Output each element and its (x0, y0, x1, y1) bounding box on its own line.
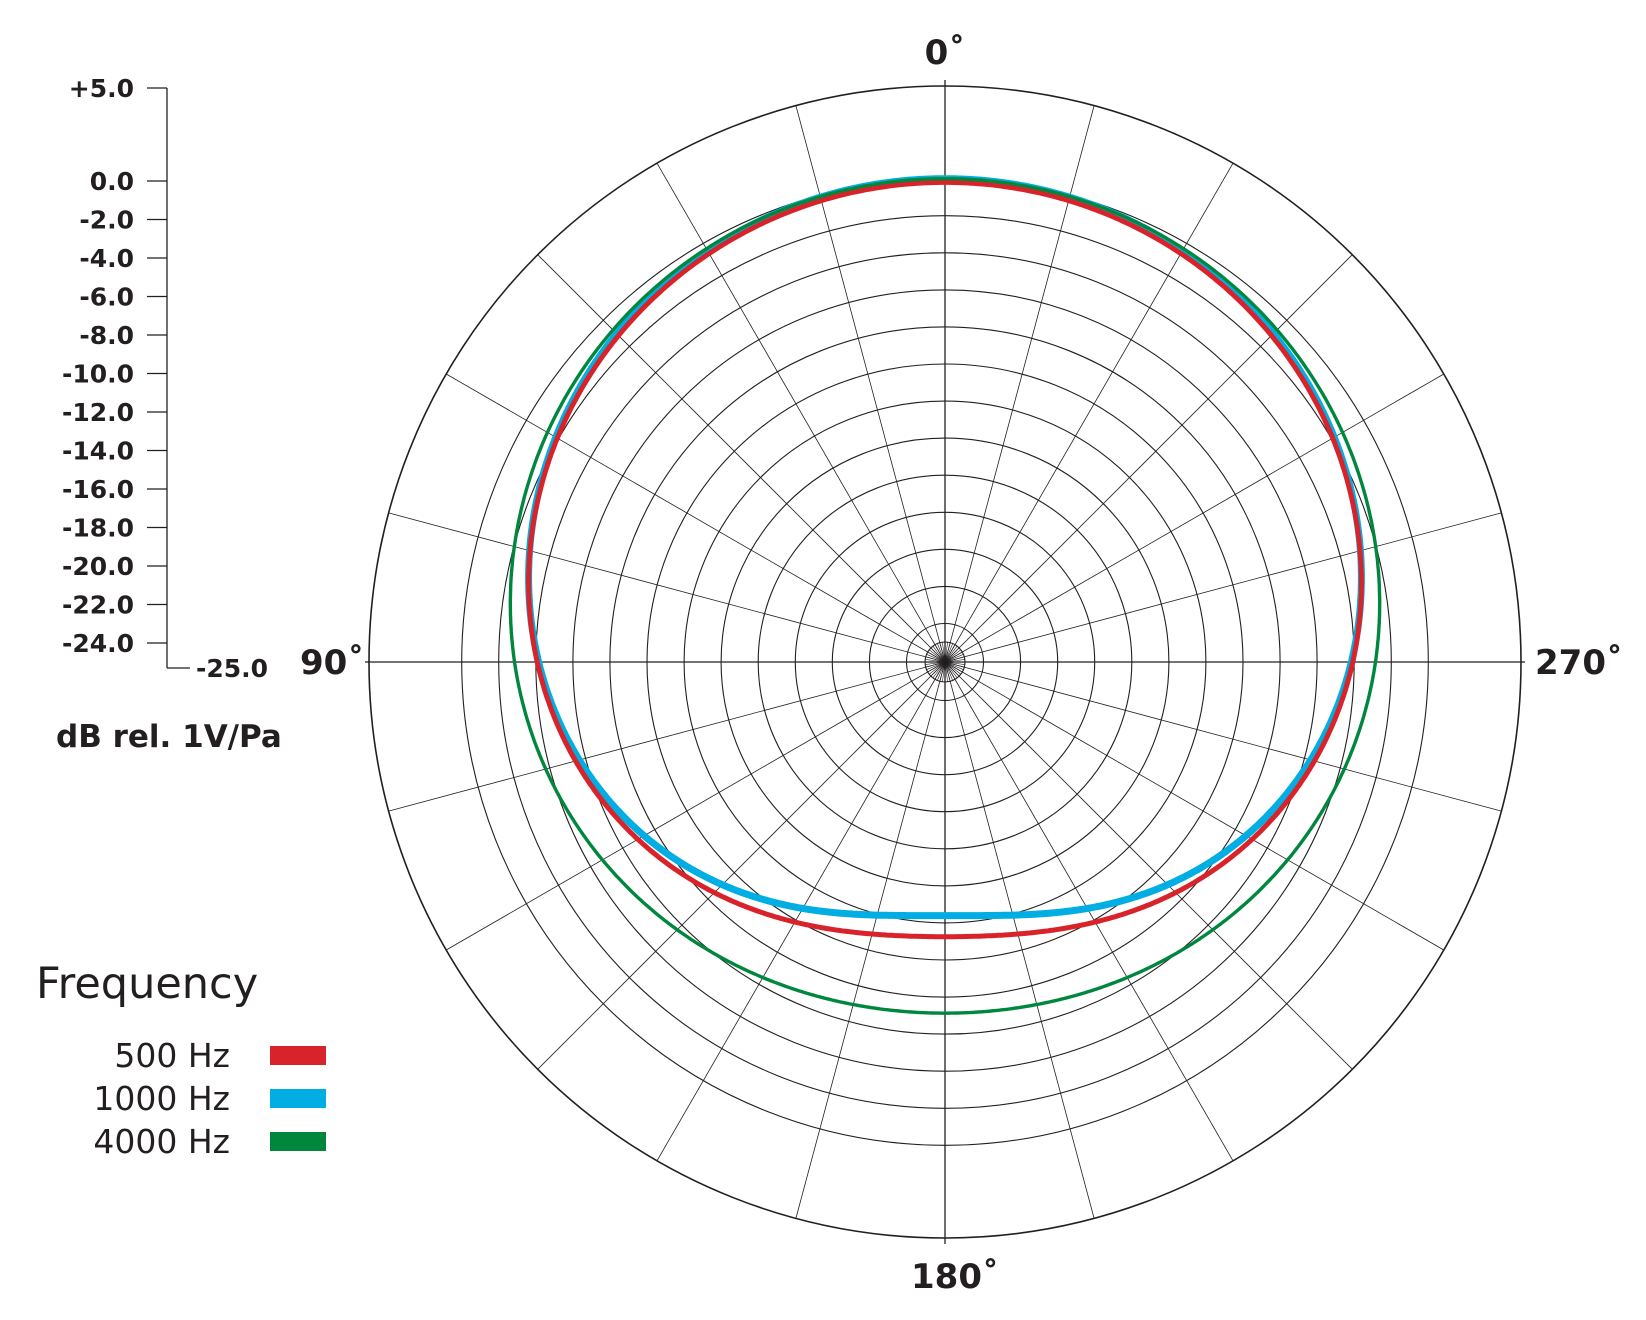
grid-spoke-hub (944, 661, 958, 679)
db-tick-label: -10.0 (62, 360, 134, 389)
grid-spoke-hub (934, 661, 946, 680)
series-line-500-hz (526, 179, 1364, 940)
grid-spoke (537, 254, 946, 663)
grid-spoke-hub (925, 661, 946, 665)
grid-spoke-hub (939, 661, 946, 682)
angle-label-0: 0˚ (925, 33, 966, 73)
grid-spoke-hub (925, 659, 946, 663)
grid-spoke-hub (944, 661, 951, 682)
grid-spoke-hub (932, 661, 946, 679)
grid-spoke-hub (944, 642, 948, 663)
grid-spoke (388, 512, 946, 663)
grid-spoke (388, 661, 946, 812)
polar-grid (365, 80, 1525, 1244)
grid-spoke-hub (930, 661, 946, 677)
grid-spoke-hub (927, 661, 946, 673)
grid-spoke-hub (944, 643, 953, 663)
db-tick-label: -12.0 (62, 398, 134, 427)
db-tick-label: -4.0 (79, 244, 134, 273)
grid-spoke-hub (944, 661, 962, 675)
grid-spoke-hub (927, 651, 946, 663)
grid-spoke (944, 162, 1234, 663)
db-tick-label: -6.0 (79, 283, 134, 312)
grid-spoke-hub (944, 649, 962, 663)
legend-swatch (270, 1132, 326, 1151)
grid-spoke (656, 162, 946, 663)
grid-spoke-hub (944, 645, 958, 663)
grid-spoke (944, 661, 1095, 1219)
db-tick-label: -2.0 (79, 206, 134, 235)
angle-label-180: 180˚ (911, 1257, 999, 1297)
grid-spoke-hub (944, 642, 951, 663)
grid-spoke-hub (944, 651, 963, 663)
legend-title: Frequency (36, 959, 258, 1009)
grid-spoke-hub (944, 656, 965, 663)
grid-spoke-hub (944, 654, 964, 663)
grid-spoke (537, 661, 946, 1070)
grid-spoke-hub (937, 643, 946, 663)
grid-spoke-hub (925, 656, 946, 663)
grid-spoke-hub (930, 647, 946, 663)
grid-spoke-hub (942, 661, 946, 682)
grid-spoke (944, 661, 1445, 951)
grid-spoke-hub (944, 644, 956, 663)
legend-swatch (270, 1089, 326, 1108)
grid-spoke-hub (944, 661, 953, 681)
db-tick-label: -20.0 (62, 552, 134, 581)
grid-spoke-hub (944, 659, 965, 663)
grid-spoke-hub (944, 661, 964, 670)
grid-spoke (944, 254, 1353, 663)
grid-spoke-hub (944, 661, 965, 665)
grid-spoke-hub (944, 661, 956, 680)
db-tick-label: -22.0 (62, 591, 134, 620)
legend-swatch (270, 1046, 326, 1065)
grid-spoke-hub (937, 661, 946, 681)
grid-spoke-hub (926, 661, 946, 670)
grid-spoke (944, 661, 1353, 1070)
grid-spoke-hub (932, 645, 946, 663)
angle-labels: 0˚ 90˚ 180˚ 270˚ (300, 33, 1623, 1297)
grid-spoke-hub (944, 661, 948, 682)
legend-label: 500 Hz (114, 1036, 230, 1075)
angle-label-90: 90˚ (300, 643, 364, 683)
radial-unit-label: dB rel. 1V/Pa (56, 719, 282, 755)
grid-spoke (446, 373, 946, 663)
grid-spoke (944, 661, 1502, 812)
grid-spoke-hub (939, 642, 946, 663)
grid-spoke (944, 373, 1445, 663)
polar-curves (508, 175, 1382, 1015)
grid-spoke-hub (944, 647, 960, 663)
legend-label: 1000 Hz (93, 1079, 230, 1118)
db-tick-label: +5.0 (69, 74, 134, 103)
db-tick-label: 0.0 (90, 167, 134, 196)
db-scale: +5.0 0.0 -2.0 -4.0 -6.0 -8.0 -10.0 -12.0 -14.0 -1… (62, 74, 268, 683)
db-tick-label: -18.0 (62, 514, 134, 543)
db-tick-label: -24.0 (62, 629, 134, 658)
series-line-4000-hz (508, 177, 1382, 1015)
db-tick-label: -16.0 (62, 475, 134, 504)
legend: Frequency 500 Hz 1000 Hz 4000 Hz (36, 959, 326, 1161)
legend-label: 4000 Hz (93, 1122, 230, 1161)
grid-spoke (944, 512, 1502, 663)
grid-spoke (446, 661, 946, 951)
grid-spoke-hub (928, 649, 946, 663)
angle-label-270: 270˚ (1535, 643, 1623, 683)
grid-spoke-hub (944, 661, 965, 668)
grid-spoke-hub (944, 661, 960, 677)
db-tick-label: -8.0 (79, 321, 134, 350)
grid-spoke-hub (934, 644, 946, 663)
db-tick-label: -14.0 (62, 437, 134, 466)
grid-spoke-hub (942, 642, 946, 663)
grid-spoke-hub (925, 661, 946, 668)
grid-spoke (795, 661, 946, 1219)
grid-spoke-hub (926, 654, 946, 663)
grid-spoke-hub (944, 661, 963, 673)
db-tick-label-min: -25.0 (196, 654, 268, 683)
grid-spoke-hub (928, 661, 946, 675)
